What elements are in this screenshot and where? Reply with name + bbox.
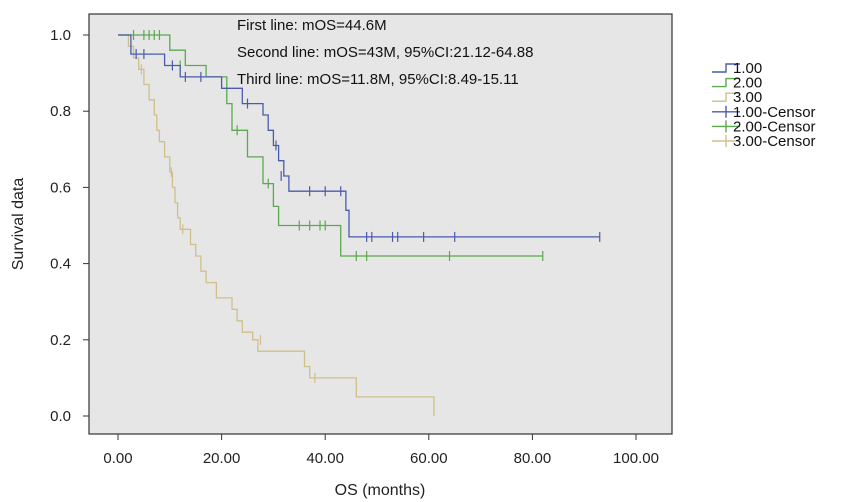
legend-swatch-1.00-Censor (712, 105, 740, 118)
legend-label: 1.00-Censor (733, 104, 816, 121)
annotation-line: Third line: mOS=11.8M, 95%CI:8.49-15.11 (237, 71, 519, 88)
y-axis-title: Survival data (10, 178, 27, 271)
series-layer (118, 30, 601, 416)
x-tick-label: 0.00 (103, 450, 132, 467)
legend-swatch-2.00 (712, 77, 740, 88)
legend-label: 3.00 (733, 89, 762, 106)
legend-label: 2.00-Censor (733, 118, 816, 135)
series-line-2.00 (118, 34, 543, 257)
annotations: First line: mOS=44.6M Second line: mOS=43… (237, 17, 533, 88)
y-tick-label: 0.8 (50, 103, 71, 120)
x-tick-label: 40.00 (306, 450, 344, 467)
legend-swatch-3.00 (712, 92, 740, 102)
legend: 1.002.003.001.00-Censor2.00-Censor3.00-C… (712, 60, 816, 150)
series-line-3.00 (118, 34, 435, 416)
legend-swatch-1.00 (712, 63, 740, 73)
legend-label: 1.00 (733, 60, 762, 77)
annotation-line: First line: mOS=44.6M (237, 17, 387, 34)
axes: 0.00 20.00 40.00 60.00 80.00 100.00 0.0 0.2 0.4 0… (50, 27, 659, 467)
legend-swatch-2.00-Censor (712, 120, 740, 133)
y-tick-label: 0.4 (50, 256, 71, 273)
x-tick-label: 80.00 (514, 450, 552, 467)
plot-area (88, 13, 673, 435)
x-tick-label: 20.00 (203, 450, 241, 467)
x-axis-title: OS (months) (335, 482, 426, 499)
annotation-line: Second line: mOS=43M, 95%CI:21.12-64.88 (237, 44, 533, 61)
legend-label: 2.00 (733, 75, 762, 92)
y-tick-label: 0.0 (50, 408, 71, 425)
y-tick-label: 0.2 (50, 332, 71, 349)
legend-label: 3.00-Censor (733, 133, 816, 150)
y-tick-label: 0.6 (50, 179, 71, 196)
y-tick-label: 1.0 (50, 27, 71, 44)
legend-swatch-3.00-Censor (712, 135, 740, 147)
x-tick-label: 60.00 (410, 450, 448, 467)
x-tick-label: 100.00 (613, 450, 659, 467)
